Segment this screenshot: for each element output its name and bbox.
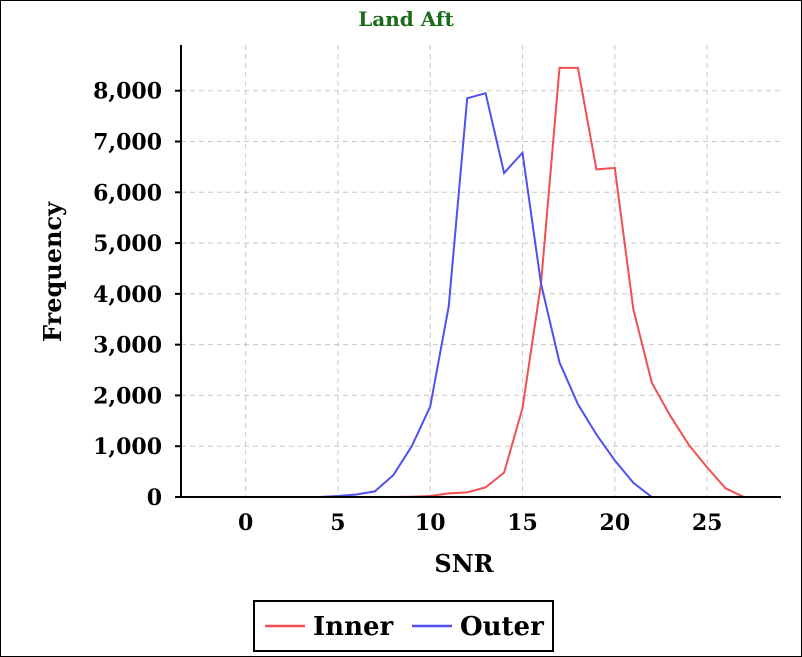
y-tick-label: 5,000 (93, 231, 162, 257)
x-tick-labels: 0 5 10 15 20 25 (238, 510, 723, 536)
y-tick-label: 3,000 (93, 333, 162, 359)
legend: Inner Outer (253, 600, 554, 652)
chart-title: Land Aft (358, 7, 454, 31)
legend-label-inner: Inner (313, 612, 394, 642)
x-tick-label: 5 (330, 510, 345, 536)
y-axis-label: Frequency (38, 201, 67, 342)
legend-label-outer: Outer (460, 612, 544, 642)
y-tick-labels: 0 1,000 2,000 3,000 4,000 5,000 6,000 7,000 8,00… (93, 79, 162, 511)
series-group (208, 66, 745, 498)
y-tick-label: 6,000 (93, 180, 162, 206)
x-tick-label: 25 (692, 510, 723, 536)
series-line-inner (208, 66, 745, 498)
x-tick-label: 10 (415, 510, 446, 536)
x-tick-label: 15 (507, 510, 538, 536)
legend-box (253, 600, 554, 652)
y-tick-label: 0 (147, 485, 162, 511)
series-line-outer (208, 91, 671, 498)
y-tick-label: 7,000 (93, 129, 162, 155)
x-tick-label: 20 (600, 510, 631, 536)
axes (175, 45, 781, 498)
y-tick-label: 4,000 (93, 282, 162, 308)
y-tick-label: 2,000 (93, 383, 162, 409)
y-tick-label: 1,000 (93, 434, 162, 460)
x-axis-label: SNR (434, 549, 494, 578)
x-tick-label: 0 (238, 510, 253, 536)
grid-lines (181, 45, 781, 497)
y-tick-label: 8,000 (93, 79, 162, 105)
